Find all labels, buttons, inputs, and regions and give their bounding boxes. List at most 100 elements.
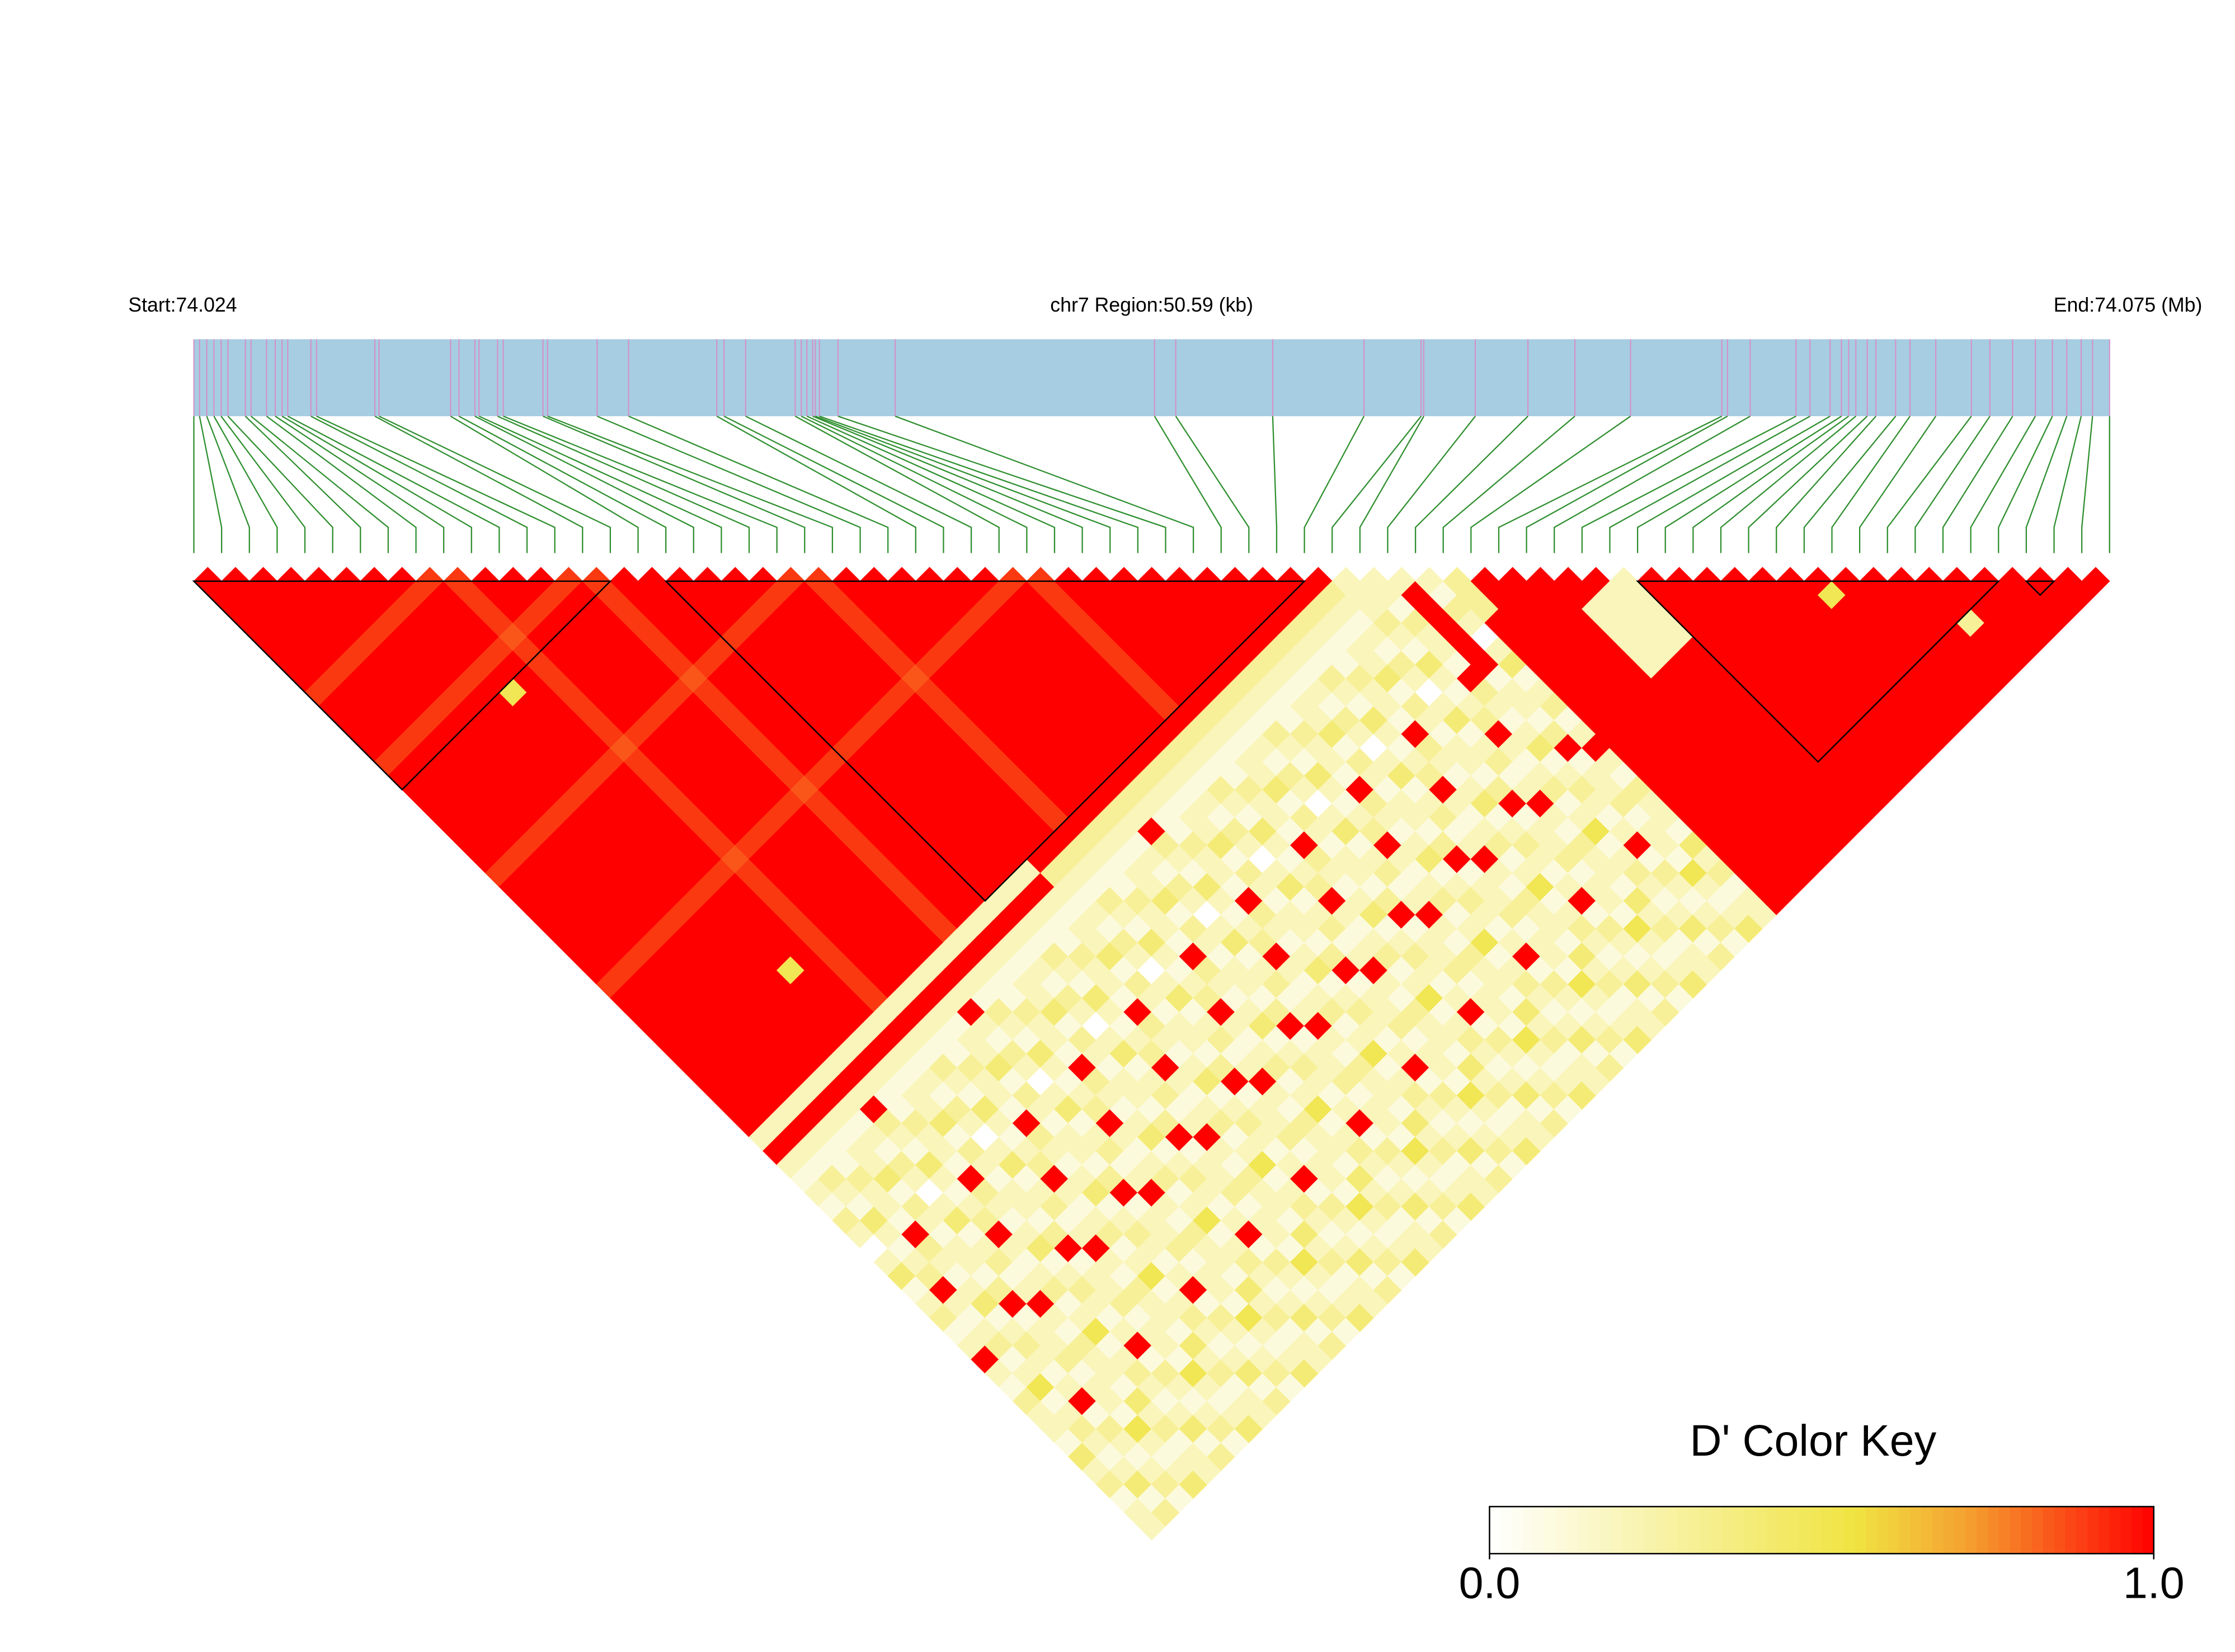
key-band [1545,1507,1556,1554]
snp-link [543,415,806,553]
start-label: Start:74.024 [128,294,237,316]
ld-cell [2081,567,2110,596]
snp-link [1720,416,1857,553]
key-band [2021,1507,2032,1554]
key-band [1589,1507,1601,1554]
key-band [1700,1507,1712,1554]
region-label: chr7 Region:50.59 (kb) [1050,294,1253,316]
key-band [2109,1507,2121,1554]
snp-link [206,416,250,553]
key-band [1611,1507,1623,1554]
snp-link [378,415,611,553]
key-band [1899,1507,1911,1554]
key-band [1799,1507,1811,1554]
key-band [1733,1507,1745,1554]
key-band [2132,1507,2143,1554]
key-band [1932,1507,1944,1554]
key-band [1711,1507,1723,1554]
snp-link [716,415,916,553]
snp-link [1272,416,1278,553]
snp-link [450,416,639,553]
snp-link [458,415,667,553]
key-band [1633,1507,1645,1554]
key-band [1744,1507,1756,1554]
snp-link [1554,416,1751,553]
key-band [2076,1507,2088,1554]
snp-link [1414,416,1528,553]
snp-link [220,416,306,553]
ld-block [2024,580,2056,596]
key-band [2032,1507,2044,1554]
key-band [1810,1507,1822,1554]
snp-link [1776,416,1877,553]
key-band [1832,1507,1845,1554]
key-band [1965,1507,1977,1554]
key-band [1500,1507,1512,1554]
snp-link [1581,415,1796,553]
ld-block [192,580,612,791]
key-frame [1489,1505,2155,1555]
snp-link [801,415,1028,553]
snp-link [723,415,944,553]
key-tick-label: 0.0 [1459,1559,1521,1608]
snp-link [213,416,278,553]
key-band [1677,1507,1690,1554]
key-band [2142,1507,2154,1554]
key-band [1921,1507,1933,1554]
key-band [1556,1507,1568,1554]
key-band [1644,1507,1657,1554]
snp-link [275,416,445,553]
snp-link [1498,415,1723,553]
snp-link [1175,416,1250,553]
snp-link [2053,416,2082,553]
snp-link [812,415,1083,553]
key-band [1533,1507,1546,1554]
key-band [1788,1507,1800,1554]
snp-link [596,415,861,553]
snp-link [478,415,722,553]
key-band [1512,1507,1523,1554]
snp-link [819,415,1138,553]
key-band [1943,1507,1955,1554]
key-band [1777,1507,1789,1554]
snp-link [266,416,417,553]
snp-link [1526,415,1728,553]
snp-link [1609,415,1810,553]
key-band [2054,1507,2066,1554]
snp-link [1692,416,1850,553]
snp-link [547,415,834,553]
key-band [1522,1507,1535,1554]
snp-link [1154,416,1222,553]
snp-link [895,415,1194,553]
key-band [1987,1507,1999,1554]
snp-link [1442,416,1575,553]
gene-bar [194,339,2110,416]
key-title: D' Color Key [1690,1416,1936,1465]
key-band [1855,1507,1867,1554]
snp-link [1748,416,1868,553]
snp-link [316,415,556,553]
snp-link [794,415,1000,553]
key-band [1722,1507,1734,1554]
key-band [1489,1507,1502,1554]
snp-link [1858,416,1937,553]
snp-link [474,415,694,553]
key-tick-label: 1.0 [2123,1559,2185,1608]
snp-link [227,416,333,553]
snp-link [1636,416,1831,553]
snp-link [1831,416,1911,553]
snp-link [1942,416,2013,553]
snp-link [281,416,472,553]
key-band [1766,1507,1778,1554]
key-band [1567,1507,1579,1554]
snp-link [1470,416,1631,553]
snp-link [2081,416,2093,553]
key-band [2065,1507,2077,1554]
key-band [2087,1507,2099,1554]
key-band [1866,1507,1878,1554]
snp-link [1914,416,1991,553]
key-band [1843,1507,1856,1554]
snp-link [745,415,972,553]
